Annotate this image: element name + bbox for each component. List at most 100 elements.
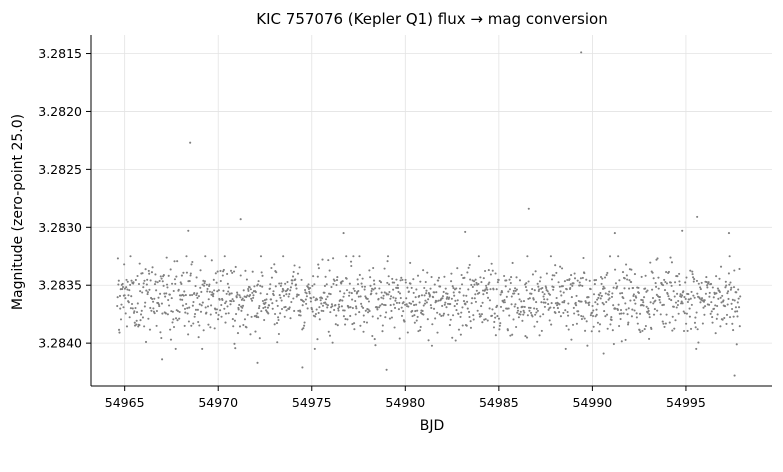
- data-point: [288, 306, 291, 309]
- data-point: [397, 286, 400, 290]
- data-point: [658, 295, 661, 299]
- data-point: [658, 298, 661, 301]
- data-point: [592, 325, 595, 328]
- data-point: [618, 325, 621, 328]
- data-point: [558, 285, 561, 288]
- data-point: [721, 318, 724, 321]
- data-point: [626, 278, 629, 281]
- data-point: [716, 304, 719, 308]
- data-point: [588, 279, 591, 282]
- data-point: [570, 338, 573, 341]
- data-point: [599, 297, 602, 300]
- data-point: [632, 293, 635, 296]
- data-point: [607, 298, 610, 301]
- data-point: [642, 301, 645, 304]
- data-point: [605, 301, 608, 304]
- data-point: [166, 286, 169, 289]
- data-point: [631, 308, 634, 311]
- data-point: [404, 278, 407, 281]
- data-point: [536, 282, 539, 285]
- data-point: [593, 279, 596, 282]
- y-tick-label: 3.2840: [38, 336, 82, 351]
- data-point: [529, 306, 532, 309]
- data-point: [699, 286, 702, 289]
- data-point: [444, 287, 447, 290]
- data-point: [256, 283, 259, 286]
- data-point: [191, 260, 194, 264]
- data-point: [437, 279, 440, 282]
- data-point: [227, 312, 230, 315]
- data-point: [175, 275, 178, 278]
- data-point: [664, 280, 667, 284]
- data-point: [375, 292, 378, 295]
- data-point: [689, 269, 692, 272]
- data-point: [627, 307, 630, 310]
- data-point: [533, 307, 536, 310]
- data-point: [227, 286, 230, 289]
- data-point: [565, 324, 568, 327]
- data-point: [404, 303, 407, 306]
- data-point: [246, 294, 249, 297]
- data-point: [256, 312, 259, 315]
- data-point: [135, 319, 138, 322]
- data-point: [405, 303, 408, 306]
- data-point: [653, 308, 656, 311]
- data-point: [376, 308, 379, 311]
- data-point: [501, 291, 504, 294]
- data-point: [400, 306, 403, 309]
- data-point: [388, 317, 392, 320]
- data-point: [425, 289, 428, 292]
- data-point: [559, 290, 562, 293]
- data-point: [450, 272, 453, 275]
- data-point: [594, 278, 598, 282]
- data-point: [639, 331, 642, 334]
- data-point: [619, 308, 623, 312]
- data-point: [419, 280, 422, 283]
- data-point: [437, 299, 440, 302]
- data-point: [650, 327, 653, 331]
- data-point: [702, 306, 705, 309]
- data-point: [656, 309, 659, 312]
- data-point: [475, 281, 478, 284]
- data-point: [224, 312, 228, 315]
- data-point: [324, 298, 328, 301]
- data-point: [307, 286, 310, 289]
- data-point: [642, 304, 645, 307]
- data-point: [314, 315, 317, 318]
- data-point: [243, 299, 246, 302]
- data-point: [143, 305, 146, 308]
- data-point: [602, 352, 605, 355]
- data-point: [487, 269, 490, 272]
- data-point: [512, 318, 515, 321]
- data-point: [383, 267, 386, 270]
- data-point: [732, 315, 735, 318]
- data-point: [607, 293, 610, 296]
- data-point: [379, 304, 382, 307]
- data-point: [177, 288, 180, 291]
- data-point: [664, 322, 667, 325]
- data-point: [400, 276, 403, 279]
- data-point: [363, 320, 366, 323]
- data-point: [144, 268, 147, 271]
- data-point: [738, 325, 741, 328]
- data-point: [277, 318, 280, 322]
- data-point: [148, 272, 151, 275]
- data-point: [280, 299, 283, 302]
- data-point: [652, 313, 656, 316]
- data-point: [648, 337, 651, 340]
- data-point: [394, 299, 397, 302]
- data-point: [722, 299, 725, 302]
- data-point: [215, 281, 218, 284]
- data-point: [591, 304, 594, 308]
- data-point: [577, 313, 580, 316]
- data-point: [212, 278, 215, 281]
- data-point: [302, 300, 305, 303]
- data-point: [625, 263, 628, 266]
- data-point: [138, 262, 141, 265]
- data-point: [140, 309, 143, 312]
- data-point: [583, 317, 586, 320]
- data-point: [457, 328, 461, 331]
- data-point: [422, 304, 425, 307]
- data-point: [417, 330, 420, 333]
- data-point: [193, 313, 197, 316]
